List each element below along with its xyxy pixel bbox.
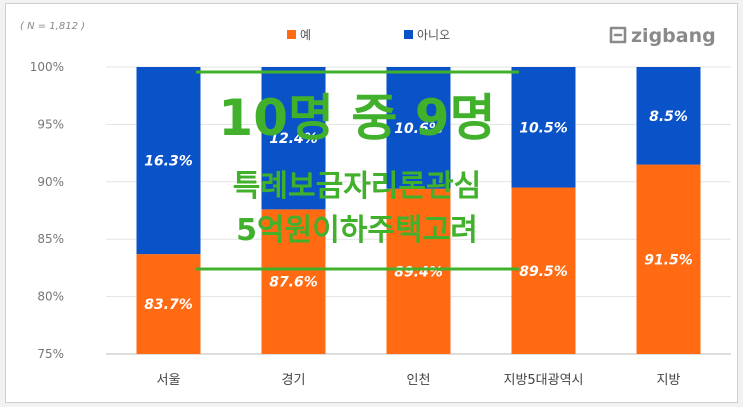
bar-no (636, 67, 701, 165)
y-tick-label: 85% (37, 232, 64, 246)
y-tick-label: 75% (37, 347, 64, 361)
stacked-bar-chart: ( N = 1,812 ) 예 아니오 zigbang 75% 80% 85% 90%… (20, 21, 731, 388)
legend-label-yes: 예 (300, 28, 311, 42)
data-label-no: 12.4% (269, 131, 318, 147)
bar-yes (636, 164, 701, 354)
headline-overlay: 10명 중 9명 특례보금자리론관심 5억원이하주택고려 (196, 70, 519, 271)
data-label-no: 8.5% (649, 109, 688, 125)
legend-label-no: 아니오 (417, 28, 450, 42)
data-label-yes: 83.7% (144, 297, 193, 313)
data-label-no: 10.5% (519, 120, 568, 136)
overlay-line-1: 특례보금자리론관심 (233, 169, 481, 204)
bars (136, 67, 701, 354)
bar-yes (511, 187, 576, 354)
data-label-no: 10.6% (394, 121, 443, 137)
brand-name: zigbang (631, 25, 716, 47)
legend-swatch-no (404, 30, 413, 39)
overlay-headline: 10명 중 9명 (218, 89, 495, 147)
data-label-no: 16.3% (144, 154, 193, 170)
overlay-line-2: 5억원이하주택고려 (236, 213, 478, 248)
x-tick-label: 서울 (157, 373, 181, 388)
bar-no (261, 67, 326, 210)
bar-yes (261, 209, 326, 354)
y-tick-label: 90% (37, 175, 64, 189)
legend: 예 아니오 (287, 28, 450, 42)
x-tick-label: 지방5대광역시 (503, 373, 583, 388)
bar-no (136, 67, 201, 255)
x-axis: 서울 경기 인천 지방5대광역시 지방 (157, 373, 681, 388)
bar-yes (386, 188, 451, 354)
zigbang-logo-icon (609, 26, 627, 44)
bar-no (511, 67, 576, 188)
bar-yes (136, 254, 201, 354)
data-label-yes: 89.5% (519, 264, 568, 280)
data-label-yes: 87.6% (269, 275, 318, 291)
y-tick-label: 100% (30, 60, 64, 74)
data-labels: 83.7% 16.3% 87.6% 12.4% 89.4% 10.6% 89.5% 10.5%… (144, 109, 693, 313)
brand-logo: zigbang (609, 25, 716, 47)
data-label-yes: 89.4% (394, 264, 443, 280)
chart-frame: ( N = 1,812 ) 예 아니오 zigbang 75% 80% 85% 90%… (5, 3, 738, 403)
data-label-yes: 91.5% (644, 252, 693, 268)
y-tick-label: 80% (37, 290, 64, 304)
legend-swatch-yes (287, 30, 296, 39)
x-tick-label: 경기 (282, 373, 306, 388)
bar-no (386, 67, 451, 189)
x-tick-label: 인천 (407, 373, 431, 388)
y-tick-label: 95% (37, 117, 64, 131)
sample-size-note: ( N = 1,812 ) (20, 21, 85, 32)
x-tick-label: 지방 (657, 373, 681, 388)
